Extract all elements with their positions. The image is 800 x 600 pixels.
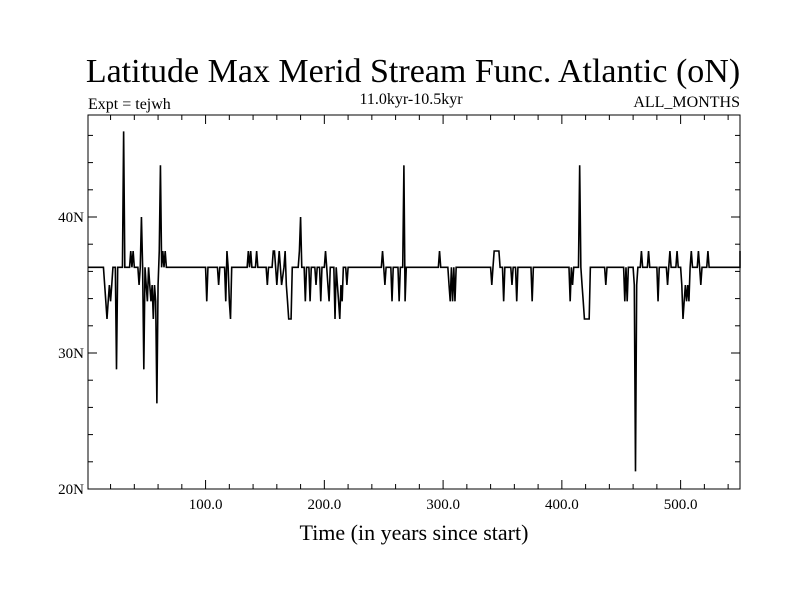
y-tick-label: 40N	[58, 210, 84, 226]
x-tick-label: 500.0	[664, 497, 698, 513]
chart-title: Latitude Max Merid Stream Func. Atlantic…	[86, 53, 740, 90]
experiment-label: Expt = tejwh	[88, 96, 171, 113]
plot-frame	[87, 114, 741, 490]
y-tick-label: 20N	[58, 482, 84, 498]
x-axis-label: Time (in years since start)	[300, 520, 529, 545]
x-tick-label: 200.0	[307, 497, 341, 513]
series-line-0	[88, 131, 741, 472]
series-group	[88, 131, 741, 472]
axis-ticks: 100.0 200.0 300.0 400.0 500.0 20N 30N 40N	[58, 115, 740, 513]
y-tick-label: 30N	[58, 346, 84, 362]
x-tick-label: 100.0	[189, 497, 223, 513]
months-label: ALL_MONTHS	[633, 94, 740, 111]
period-label: 11.0kyr-10.5kyr	[359, 91, 463, 108]
x-tick-label: 400.0	[545, 497, 579, 513]
x-tick-label: 300.0	[426, 497, 460, 513]
